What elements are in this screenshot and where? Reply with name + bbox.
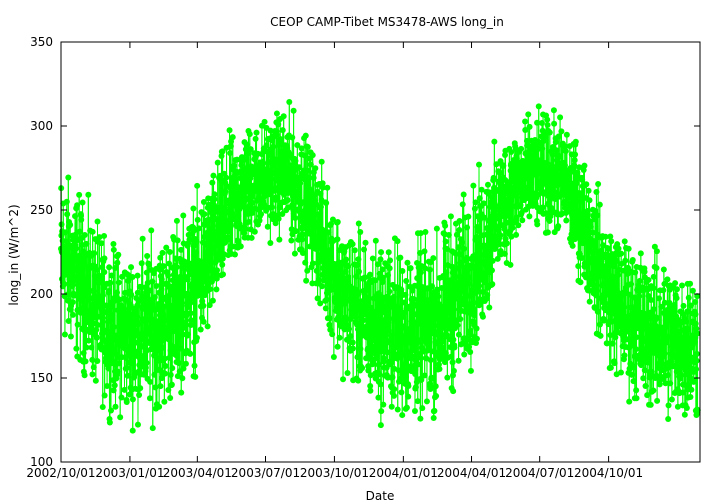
data-points: [58, 98, 701, 434]
data-point: [299, 250, 306, 257]
data-point: [252, 135, 259, 142]
data-point: [115, 251, 122, 258]
chart-title: CEOP CAMP-Tibet MS3478-AWS long_in: [270, 15, 504, 29]
data-point: [231, 251, 238, 258]
